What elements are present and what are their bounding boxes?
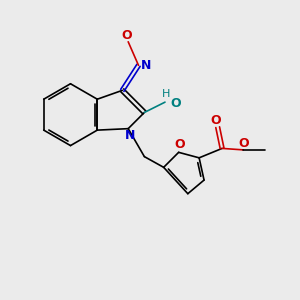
Text: O: O — [122, 29, 132, 42]
Text: O: O — [210, 114, 220, 127]
Text: N: N — [124, 129, 135, 142]
Text: O: O — [238, 137, 249, 150]
Text: N: N — [141, 59, 152, 72]
Text: H: H — [162, 89, 171, 99]
Text: O: O — [174, 139, 184, 152]
Text: O: O — [170, 97, 181, 110]
